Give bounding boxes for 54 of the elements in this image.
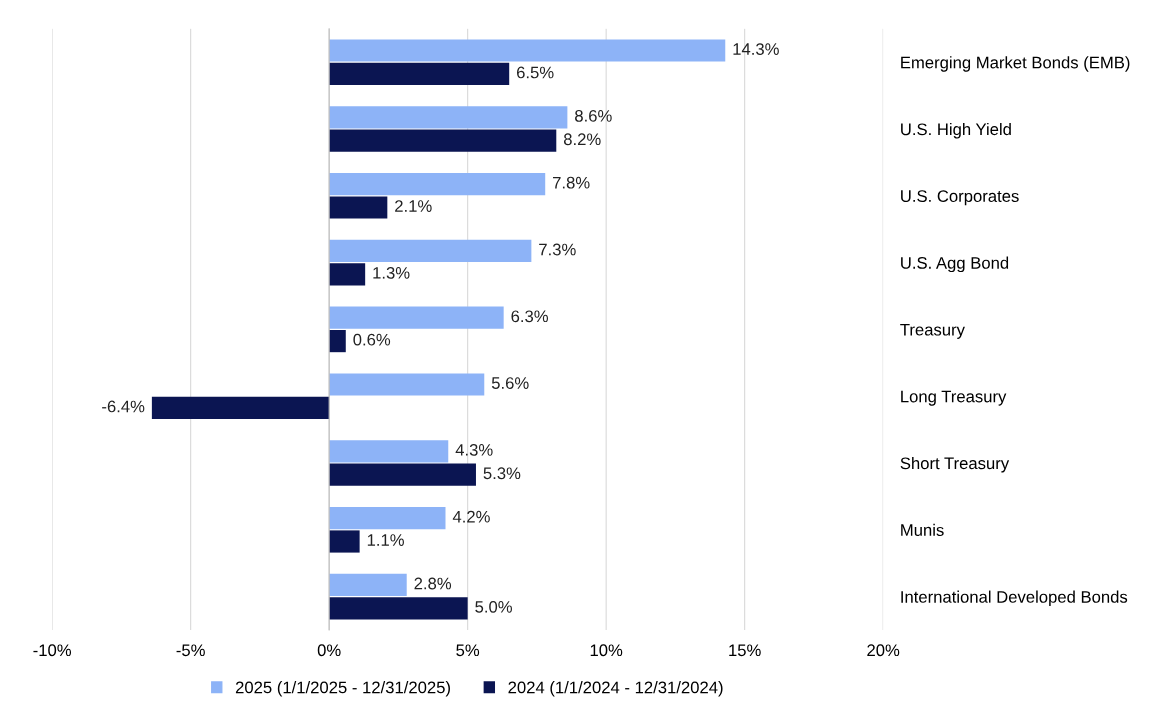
bar [329,173,546,196]
y-tick-label: Munis [901,523,944,536]
data-label: 2.8% [414,577,452,590]
bar [329,373,485,396]
y-tick-label: U.S. Corporates [901,190,1019,206]
bar [329,573,407,597]
y-tick-label: U.S. Agg Bond [901,256,1009,273]
data-label: 5.6% [491,377,529,389]
data-label: 4.2% [452,510,490,523]
data-label: 7.3% [539,243,576,256]
x-tick-label: 20% [867,644,900,657]
data-label: 1.3% [373,266,410,279]
bar [329,507,446,530]
data-label: 14.3% [733,43,779,55]
data-label: 1.1% [367,534,404,546]
x-tick-label: 10% [590,644,623,657]
y-tick-label: U.S. High Yield [901,122,1011,139]
bar [329,440,449,463]
data-label: 4.3% [455,443,493,456]
data-label: 5.3% [483,467,521,480]
bar [329,329,346,353]
bar [329,306,504,329]
bar [151,396,330,419]
bar [329,106,568,129]
bar [329,463,476,486]
bar [329,196,388,219]
bar [329,530,360,553]
x-tick-label: 5% [456,644,480,657]
bar [329,62,510,85]
y-tick-label: International Developed Bonds [901,590,1128,607]
bar [329,129,557,152]
bar [329,597,468,620]
x-tick-label: -5% [176,644,205,657]
bar [329,239,532,263]
y-tick-label: Short Treasury [900,456,1010,473]
y-tick-label: Emerging Market Bonds (EMB) [901,56,1130,72]
bar [329,39,726,62]
data-label: 8.6% [575,109,612,122]
x-tick-label: 0% [317,644,341,657]
y-tick-label: Long Treasury [901,390,1007,406]
data-label: 5.0% [475,600,512,613]
bar [329,263,366,286]
data-label: 8.2% [563,133,601,146]
legend-label: 2025 (1/1/2025 - 12/31/2025) [235,681,450,697]
legend-label: 2024 (1/1/2024 - 12/31/2024) [508,681,723,697]
data-label: -6.4% [102,400,145,413]
data-label: 0.6% [353,333,391,346]
x-tick-label: 15% [729,644,761,657]
data-label: 6.3% [511,310,549,323]
data-label: 6.5% [517,66,554,79]
x-tick-label: -10% [33,644,72,657]
data-label: 7.8% [553,176,590,189]
y-tick-label: Treasury [900,323,965,339]
data-label: 2.1% [395,200,432,212]
